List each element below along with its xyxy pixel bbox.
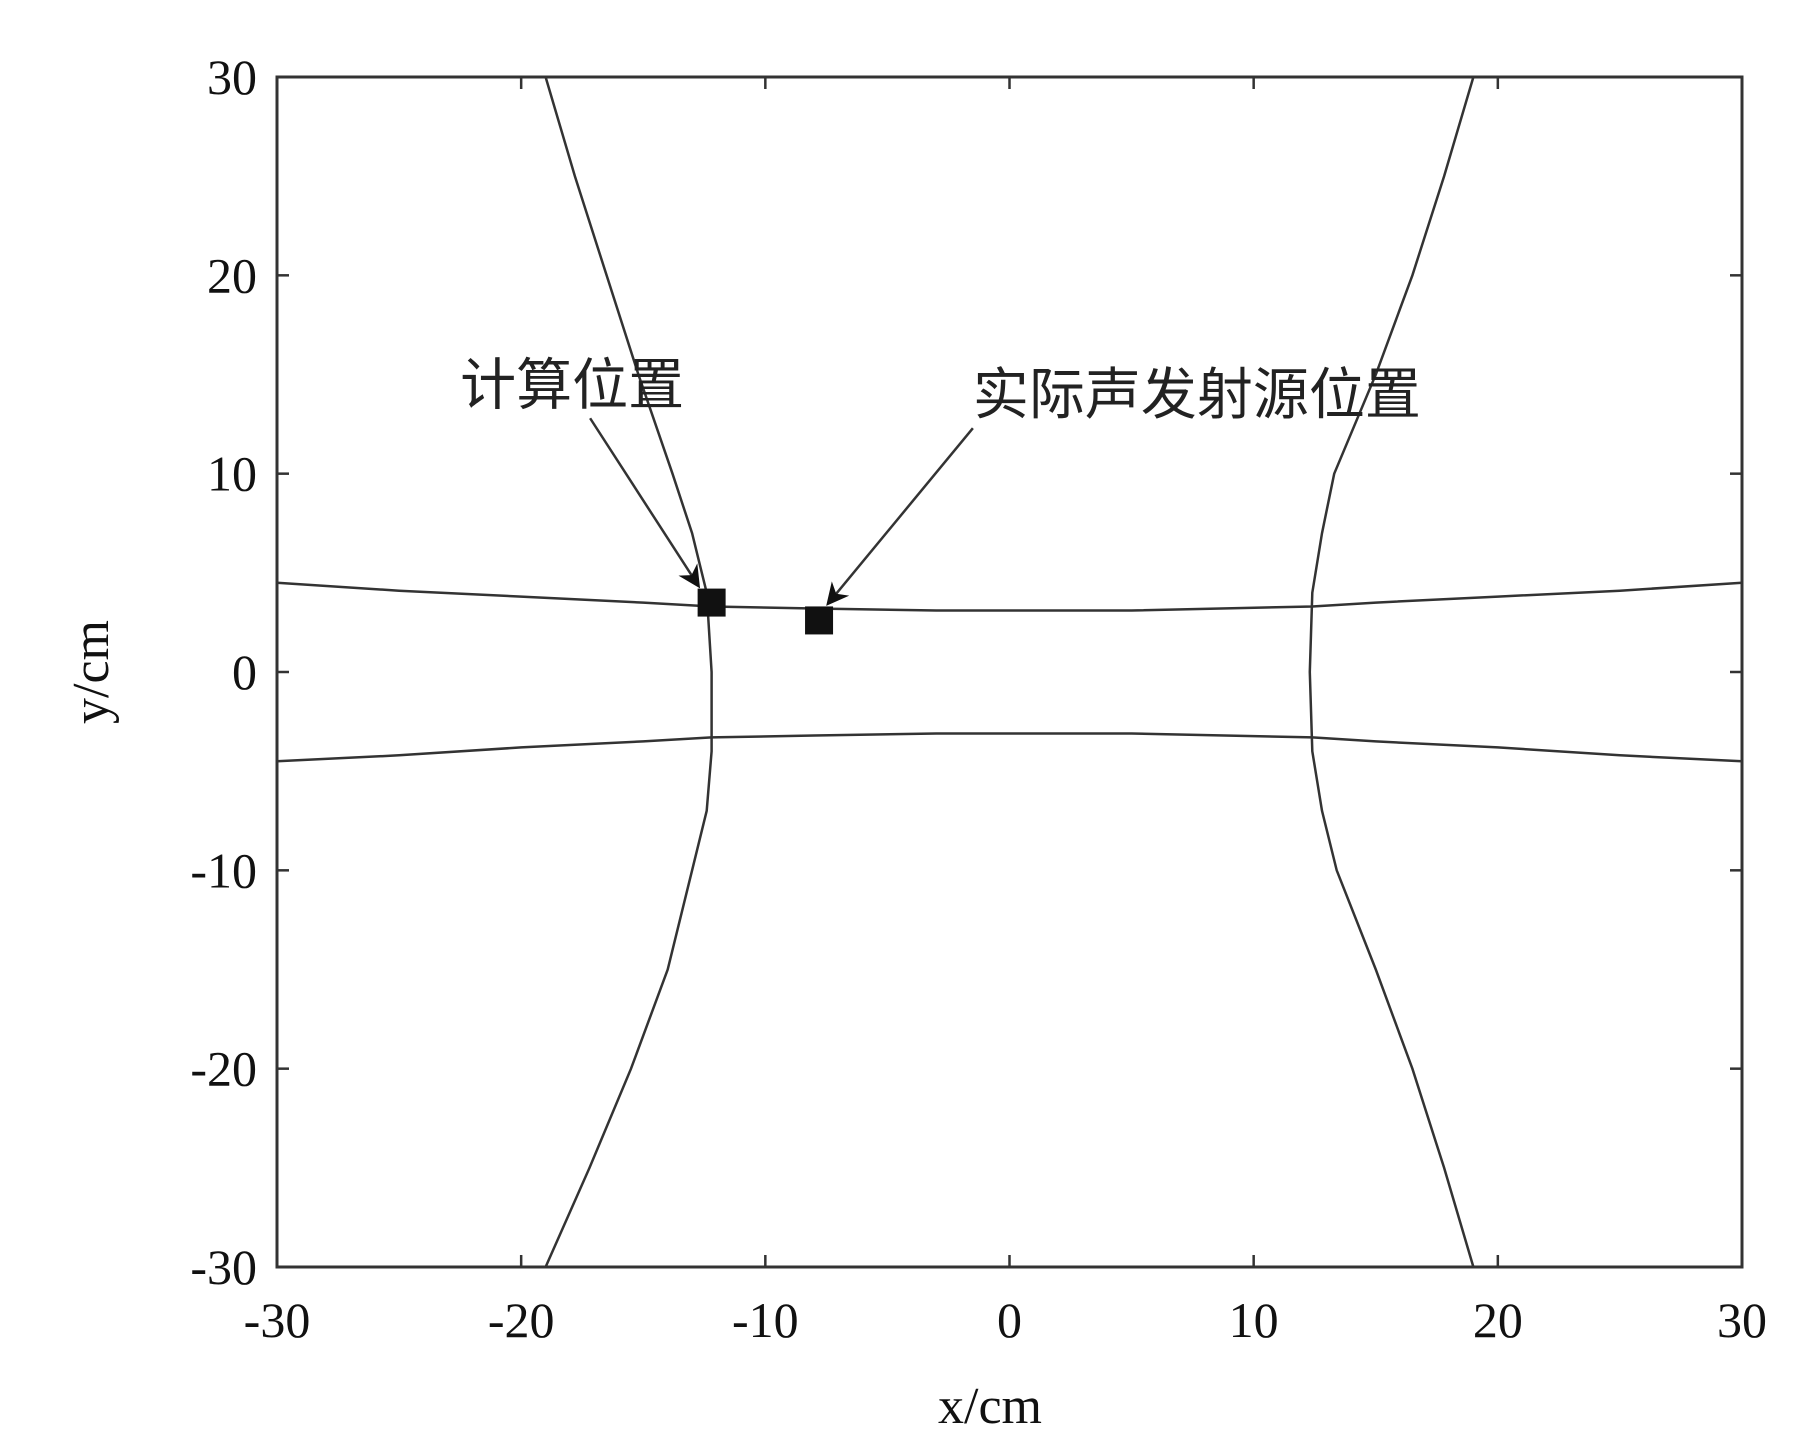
annotation-arrow-computed-label — [589, 417, 701, 589]
y-tick-label: 10 — [207, 446, 257, 502]
annotation-actual-label: 实际声发射源位置 — [973, 363, 1421, 428]
y-axis-title: y/cm — [63, 620, 120, 724]
x-tick-label: 20 — [1473, 1292, 1523, 1348]
y-tick-label: -20 — [190, 1041, 257, 1097]
series-line-left-hyperbola — [544, 76, 713, 1268]
x-tick-label: -10 — [732, 1292, 799, 1348]
x-tick-label: 10 — [1229, 1292, 1279, 1348]
x-tick-label: -30 — [244, 1292, 311, 1348]
x-axis-title: x/cm — [938, 1378, 1042, 1435]
point-computed — [697, 588, 726, 617]
x-tick-label: -20 — [488, 1292, 555, 1348]
x-tick-label: 0 — [997, 1292, 1022, 1348]
ticks-group: -30 -20 -10 0 10 20 30 -30 -20 -10 0 10 20 30 — [190, 49, 1767, 1348]
y-tick-label: -30 — [190, 1239, 257, 1295]
y-tick-label: -10 — [190, 842, 257, 898]
series-line-lower-line — [276, 732, 1743, 763]
x-tick-label: 30 — [1717, 1292, 1767, 1348]
annotation-computed-label: 计算位置 — [460, 353, 684, 418]
plot-area — [275, 75, 1744, 1269]
y-tick-label: 20 — [207, 247, 257, 303]
point-actual — [805, 606, 834, 635]
points-group — [697, 588, 834, 635]
series-line-right-hyperbola — [1308, 76, 1475, 1268]
y-tick-label: 0 — [232, 644, 257, 700]
annotations-group: 计算位置 实际声发射源位置 — [460, 353, 1421, 606]
y-tick-label: 30 — [207, 49, 257, 105]
series-line-upper-line — [276, 581, 1743, 612]
annotation-arrow-actual-label — [826, 427, 974, 606]
curves-group — [276, 76, 1743, 1268]
